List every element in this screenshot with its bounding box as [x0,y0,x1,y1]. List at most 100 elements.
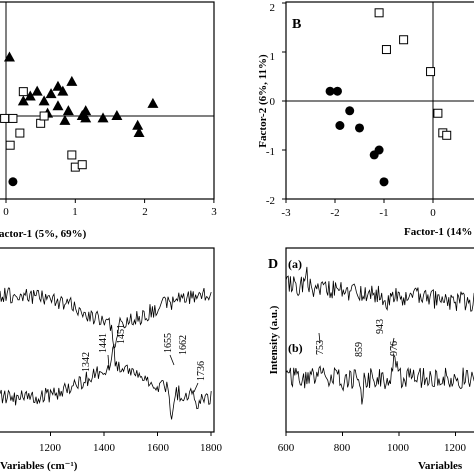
panel-b-point-circle [345,106,355,116]
panel-a-point-triangle [17,95,29,106]
panel-d-x-axis-label: Variables [418,460,463,472]
panel-d-xtick-label: 1200 [444,442,467,454]
panel-b-point-circle [325,86,335,96]
panel-d-annotation: 753 [315,340,326,355]
panel-d-xtick-label: 600 [278,442,295,454]
panel-d-annotation: 859 [354,342,365,357]
panel-c-annotation: 1451 [116,324,127,344]
panel-a-point-triangle [133,127,145,138]
panel-b-xtick-label: -2 [330,207,339,219]
panel-d-y-axis-label: Intensity (a.u.) [268,305,280,374]
panel-b-point-circle [335,121,345,130]
panel-a-point-square-open [18,87,28,97]
panel-b-points [325,8,452,187]
panel-a: 0 1 2 3 actor-1 (5%, 69%) [0,1,217,240]
panel-a-points [0,51,159,187]
panel-b-letter: B [292,17,301,32]
panel-c-xtick-label: 1600 [147,442,170,454]
panel-a-point-square-open [8,113,18,123]
panel-c-xtick-label: 1800 [200,442,223,454]
panel-d-spectrum-a [285,266,474,312]
panel-a-point-triangle [132,119,144,130]
panel-b-point-square-open [433,108,443,118]
panel-d-annotation-leader [391,337,395,348]
panel-b-ytick-label: -1 [266,146,275,158]
panel-d-spectrum-b [285,353,474,405]
panel-b-point-square-open [399,35,409,45]
panel-b-ytick-label: 1 [270,51,276,63]
panel-c-annotation: 1342 [81,352,92,372]
panel-d-frame [285,247,474,433]
panel-a-frame [0,1,215,200]
panel-d-tick-marks [285,432,456,436]
panel-a-tick-marks [5,199,215,203]
panel-b-point-circle [355,123,364,133]
panel-b-tick-marks [282,2,434,203]
panel-b-x-axis-label: Factor-1 (14% [404,226,472,238]
panel-a-xtick-label: 1 [72,206,78,218]
panel-b-point-circle [374,145,384,155]
panel-c-annotation: 1655 [163,333,174,353]
panel-b: B 2 1 0 -1 -2 -3 -2 -1 0 Factor-2 (6%, 1… [257,1,474,238]
panel-d-annotation-leader [318,332,321,344]
panel-c-annotation: 1736 [196,361,207,381]
panel-a-point-triangle [57,85,69,96]
panel-a-point-triangle [31,85,43,96]
panel-a-xtick-label: 3 [211,206,217,218]
panel-a-xtick-label: 0 [3,206,9,218]
panel-a-point-circle [8,177,18,187]
panel-b-xtick-label: 0 [430,207,436,219]
panel-a-point-square-open [15,128,25,138]
panel-d-letter: D [268,257,278,272]
panel-b-xtick-label: -3 [281,207,291,219]
panel-a-point-triangle [147,97,159,108]
panel-b-xtick-label: -1 [379,207,388,219]
panel-b-point-circle [379,177,389,187]
panel-d-annotations: 753 859 943 976 [315,319,400,357]
panel-a-point-triangle [111,110,123,120]
panel-a-point-square-open [0,113,10,123]
panel-b-point-square-open [374,8,384,18]
panel-d: D (a) (b) Intensity (a.u.) 753 859 943 9… [268,247,474,472]
panel-c-x-axis-label: Variables (cm⁻¹) [0,460,78,472]
panel-d-series-label-b: (b) [288,341,303,355]
panel-b-point-square-open [442,130,452,140]
panel-a-point-triangle [45,88,57,99]
panel-c-annotation: 1441 [98,333,109,353]
panel-c-xtick-label: 1200 [39,442,62,454]
panel-d-xtick-label: 1000 [387,442,410,454]
panel-a-point-triangle [62,105,74,116]
panel-a-point-triangle [52,100,64,111]
panel-a-point-triangle [52,80,64,91]
panel-c-annotations: 1342 1441 1451 1655 1662 1736 [81,324,207,393]
panel-a-point-triangle [24,90,36,101]
panel-c-spectrum-top [0,287,212,350]
panel-b-y-axis-label: Factor-2 (6%, 11%) [257,54,269,148]
panel-a-point-triangle [3,51,15,62]
panel-c-tick-marks [50,432,212,436]
panel-a-point-triangle [80,112,92,123]
panel-b-ytick-label: 2 [270,2,276,14]
panel-a-point-triangle [97,112,109,123]
panel-c-annotation-leader [107,354,110,369]
panel-b-ytick-label: 0 [270,96,276,108]
panel-c-annotation-leader [193,382,199,393]
panel-a-point-triangle [59,114,71,125]
panel-d-annotation: 943 [375,319,386,334]
panel-a-point-square-open [5,140,15,150]
panel-a-point-square-open [36,118,46,128]
panel-c-annotation-leader [169,354,175,366]
panel-a-point-triangle [38,95,50,106]
panel-c-frame [0,247,215,433]
panel-b-point-square-open [426,67,436,77]
panel-d-xtick-label: 800 [334,442,351,454]
panel-b-point-circle [332,86,342,96]
panel-c-annotation: 1662 [178,335,189,355]
panel-a-point-square-open [77,160,87,170]
panel-a-x-axis-label: actor-1 (5%, 69%) [0,228,87,240]
panel-a-point-triangle [80,105,92,116]
panel-b-ytick-label: -2 [266,195,275,207]
panel-b-point-square-open [381,45,391,55]
panel-a-point-square-open [39,111,49,121]
panel-c-spectrum-bottom [0,343,212,420]
